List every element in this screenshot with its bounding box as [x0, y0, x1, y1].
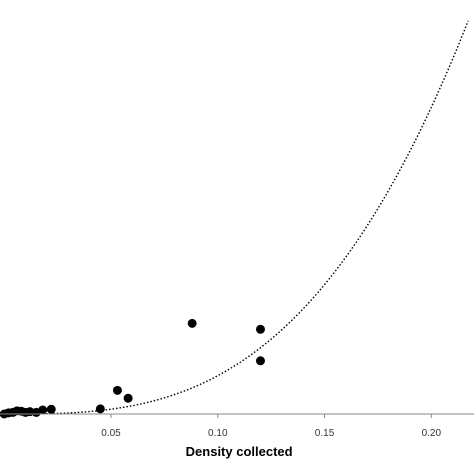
trendline — [4, 20, 469, 415]
data-point — [112, 385, 122, 395]
x-tick-label: 0.05 — [101, 428, 121, 439]
data-point — [38, 405, 48, 415]
data-point — [255, 324, 265, 334]
x-tick-label: 0.15 — [315, 428, 335, 439]
data-points — [0, 318, 265, 419]
x-tick-label: 0.10 — [208, 428, 228, 439]
data-point — [95, 404, 105, 414]
x-axis-ticks: 0.05 0.10 0.15 0.20 — [101, 414, 441, 439]
x-tick-label: 0.20 — [422, 428, 442, 439]
data-point — [255, 356, 265, 366]
x-axis-title: Density collected — [186, 444, 293, 459]
data-point — [123, 393, 133, 403]
data-point — [46, 404, 56, 414]
trendline-layer — [4, 20, 469, 415]
data-point — [187, 318, 197, 328]
